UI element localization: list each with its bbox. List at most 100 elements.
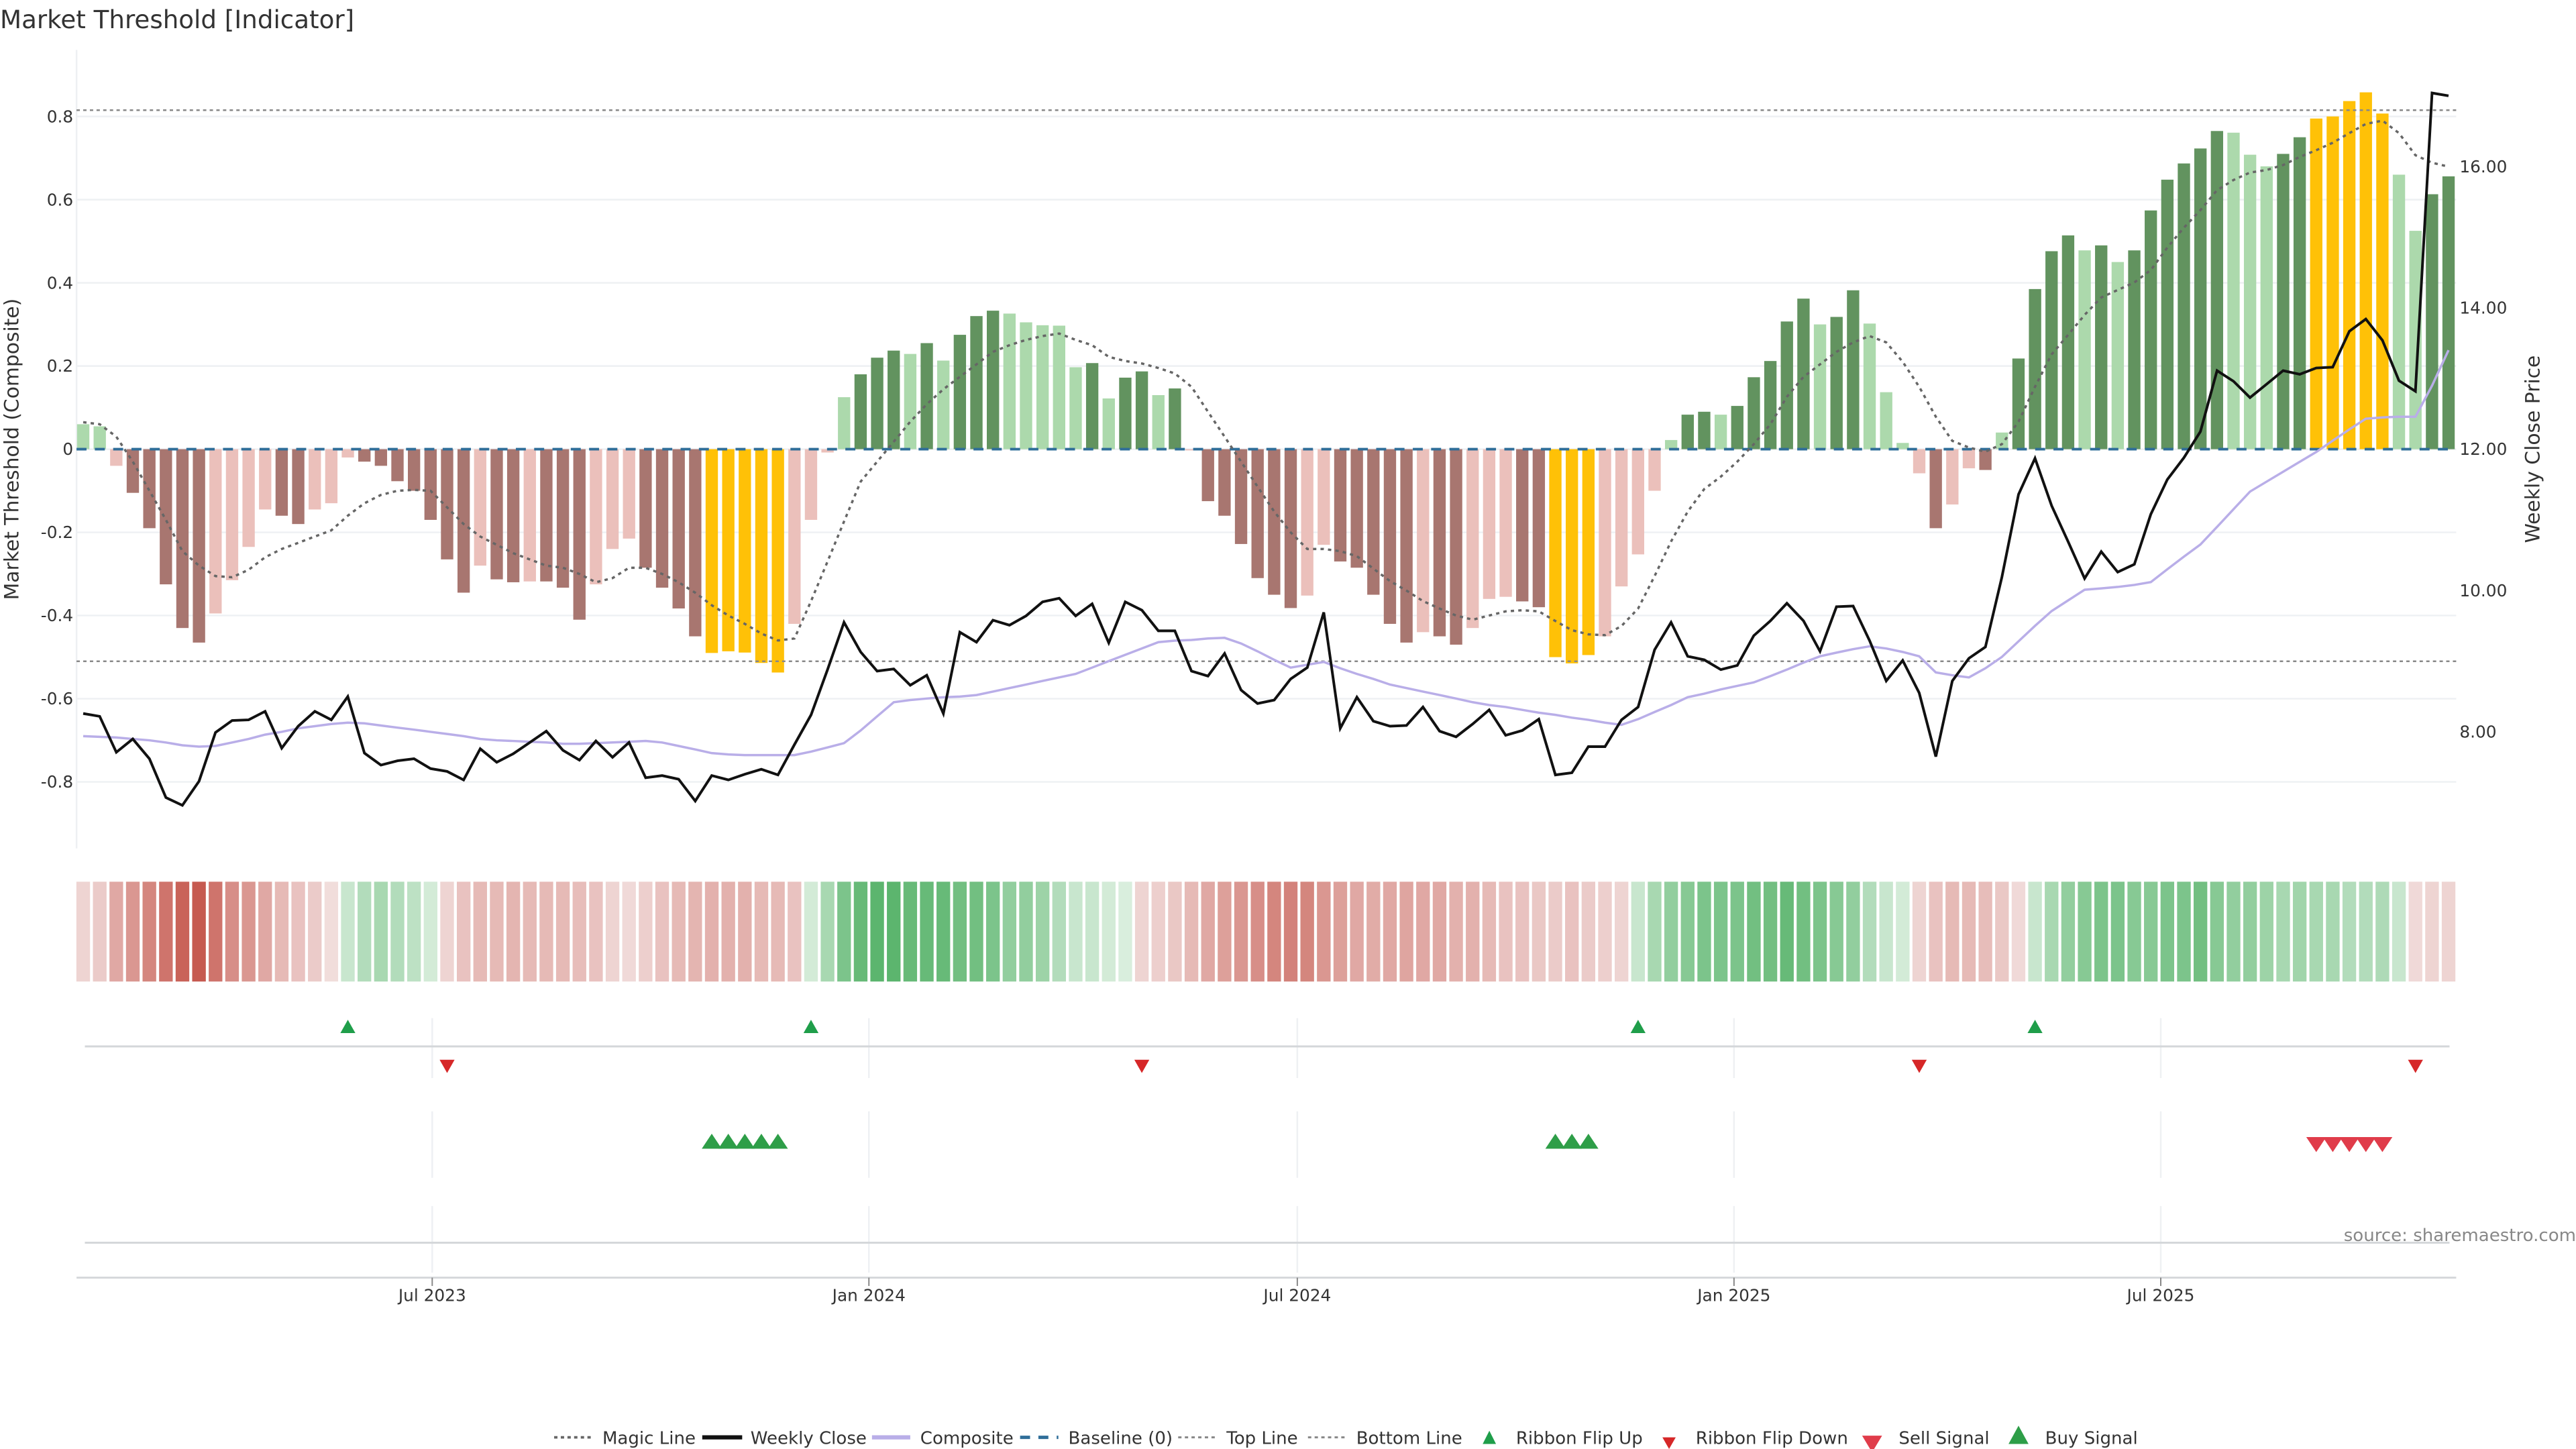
composite-bar (987, 311, 1000, 449)
legend-item-bottom-line[interactable]: Bottom Line (1307, 1429, 1462, 1449)
ribbon-cell (1383, 881, 1397, 982)
ribbon-cell (1466, 881, 1480, 982)
composite-bar (2161, 179, 2174, 449)
composite-bar (1681, 415, 1694, 449)
legend-item-sell-signal[interactable]: Sell Signal (1862, 1429, 1990, 1449)
ribbon-cell (2094, 881, 2108, 982)
ribbon-cell (1713, 881, 1728, 982)
ribbon-cell (258, 881, 272, 982)
ribbon-cell (2011, 881, 2026, 982)
composite-bar (1566, 449, 1578, 663)
ribbon-cell (1581, 881, 1596, 982)
legend-item-baseline[interactable]: Baseline (0) (1020, 1429, 1173, 1449)
sell-signal-marker (2372, 1137, 2393, 1152)
composite-bar (1698, 411, 1711, 449)
ribbon-cell (1300, 881, 1314, 982)
ribbon-cell (1085, 881, 1099, 982)
legend-item-ribbon-flip-down[interactable]: Ribbon Flip Down (1662, 1429, 1848, 1449)
composite-bar (1234, 449, 1248, 544)
y-tick-label: 0.4 (47, 273, 73, 292)
composite-bar (1069, 367, 1082, 449)
ribbon-flip-down-marker (439, 1059, 455, 1073)
composite-bar (341, 449, 354, 458)
composite-bar (1516, 449, 1529, 602)
ribbon-cell (2375, 881, 2390, 982)
legend-item-buy-signal[interactable]: Buy Signal (2008, 1426, 2138, 1449)
ribbon-cell (241, 881, 256, 982)
ribbon-cell (2177, 881, 2191, 982)
ribbon-cell (1002, 881, 1017, 982)
ribbon-cell (2160, 881, 2175, 982)
composite-bar (953, 335, 967, 449)
composite-bar (374, 449, 388, 466)
ribbon-cell (159, 881, 173, 982)
ribbon-cell (274, 881, 289, 982)
ribbon-cell (969, 881, 983, 982)
ribbon-cell (2045, 881, 2059, 982)
composite-bar (292, 449, 305, 525)
composite-bar (2095, 245, 2108, 449)
ribbon-cell (2408, 881, 2422, 982)
ribbon-cell (2210, 881, 2224, 982)
composite-bar (1648, 449, 1661, 491)
ribbon-cell (688, 881, 702, 982)
ribbon-cell (887, 881, 901, 982)
ribbon-cell (2292, 881, 2307, 982)
composite-bar (209, 449, 222, 614)
composite-bar (1135, 371, 1148, 449)
composite-bar (1450, 449, 1462, 645)
ribbon-cell (1201, 881, 1215, 982)
composite-bar (1433, 449, 1446, 637)
ribbon-flip-up-marker (340, 1020, 356, 1034)
y2-tick-label: 12.00 (2459, 439, 2507, 459)
ribbon-cell (655, 881, 669, 982)
composite-bar (2277, 154, 2290, 449)
composite-bar (523, 449, 536, 582)
composite-bar (1847, 290, 1860, 449)
ribbon-cell (572, 881, 586, 982)
ribbon-cell (2441, 881, 2456, 982)
ribbon-cell (2144, 881, 2158, 982)
ribbon-cell (721, 881, 735, 982)
composite-bar (1020, 322, 1032, 449)
composite-bar (1301, 449, 1313, 596)
ribbon-cell (1747, 881, 1761, 982)
composite-bar (2392, 174, 2406, 449)
composite-bar (1664, 439, 1678, 449)
legend-item-top-line[interactable]: Top Line (1178, 1429, 1298, 1449)
legend-item-ribbon-flip-up[interactable]: Ribbon Flip Up (1483, 1429, 1643, 1449)
y2-tick-label: 14.00 (2459, 299, 2507, 318)
ribbon-cell (2226, 881, 2241, 982)
legend-item-composite[interactable]: Composite (871, 1429, 1014, 1449)
y-tick-label: 0.8 (47, 107, 73, 126)
composite-bar (1334, 449, 1347, 561)
composite-bar (1152, 394, 1165, 449)
legend-item-weekly-close[interactable]: Weekly Close (702, 1429, 867, 1449)
series-lines (83, 91, 2450, 808)
ribbon-cell (1118, 881, 1132, 982)
composite-bar (1929, 449, 1942, 529)
composite-bar (871, 358, 883, 449)
ribbon-cell (2359, 881, 2373, 982)
ribbon-cell (192, 881, 206, 982)
composite-bar (705, 449, 718, 653)
composite-bar (474, 449, 486, 566)
composite-bar (1367, 449, 1380, 595)
ribbon-cell (1333, 881, 1348, 982)
legend-item-magic-line[interactable]: Magic Line (554, 1429, 696, 1449)
ribbon-cell (2243, 881, 2257, 982)
composite-bar (1830, 317, 1843, 449)
ribbon-cell (1218, 881, 1232, 982)
ribbon-cell (1350, 881, 1364, 982)
ribbon-cell (2392, 881, 2406, 982)
ribbon-cell (2342, 881, 2357, 982)
composite-bar (1318, 449, 1330, 545)
ribbon-cell (1019, 881, 1033, 982)
ribbon-cell (1598, 881, 1612, 982)
composite-bar (1731, 406, 1743, 449)
composite-bar (1780, 321, 1793, 449)
sell-signal-marker (2322, 1137, 2343, 1152)
composite-bar (1003, 313, 1016, 449)
ribbon-cell (605, 881, 620, 982)
